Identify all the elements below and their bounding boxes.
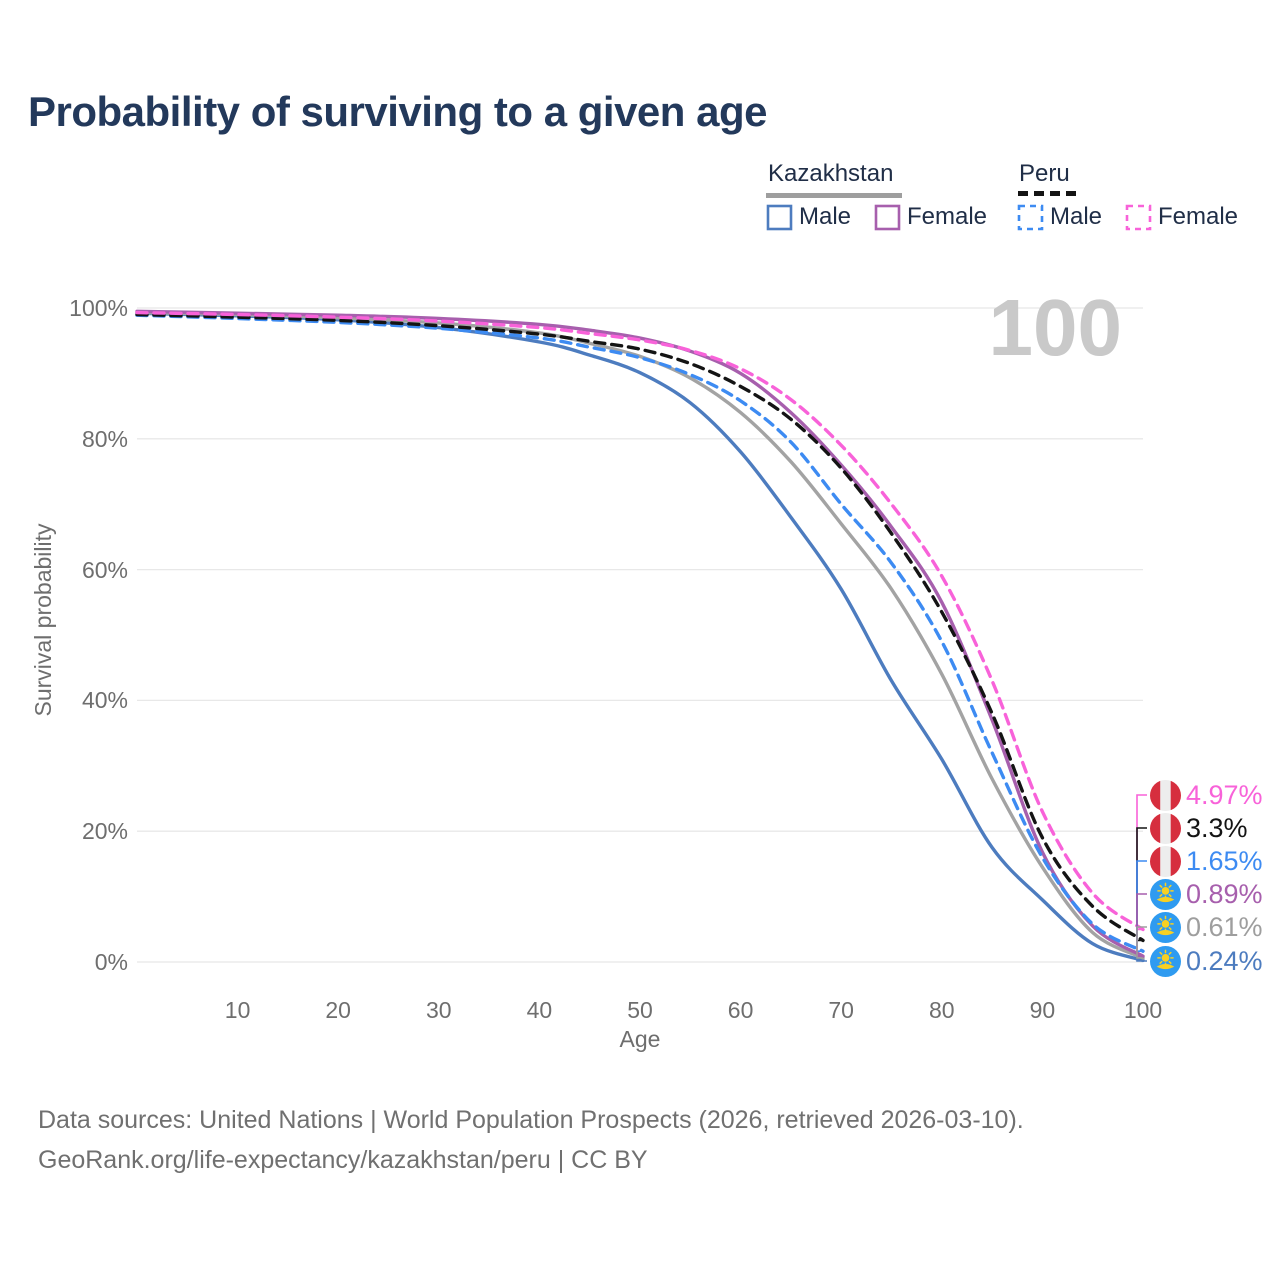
leader-line [1136, 827, 1147, 942]
peru-flag-icon [1150, 812, 1181, 844]
series-line-kazakhstan-both-sexes [135, 310, 1145, 960]
x-axis-title: Age [619, 1026, 661, 1052]
end-label-value: 0.89% [1186, 879, 1263, 909]
leader-line [1136, 860, 1147, 952]
peru-flag-icon [1150, 845, 1181, 877]
end-label-value: 3.3% [1186, 813, 1248, 843]
y-axis-tick-label: 20% [81, 818, 128, 845]
legend-item-kazakhstan-male[interactable]: Male [766, 203, 851, 231]
peru-female-swatch-icon [1125, 204, 1152, 230]
series-line-kazakhstan-male [135, 311, 1145, 963]
leader-line [1136, 794, 1147, 931]
series-line-peru-male [135, 313, 1145, 953]
legend-item-peru-male[interactable]: Male [1017, 203, 1102, 231]
end-label-row: 0.24% [1150, 945, 1263, 977]
x-axis-tick-label: 70 [828, 997, 854, 1023]
x-axis-tick-label: 80 [929, 997, 955, 1023]
footer-source-line: Data sources: United Nations | World Pop… [38, 1106, 1024, 1134]
series-line-peru-both-sexes [135, 312, 1145, 943]
peru-male-swatch-icon [1017, 204, 1044, 230]
kazakhstan-male-swatch-icon [766, 204, 793, 230]
leader-line [1136, 893, 1147, 957]
y-axis-tick-label: 100% [69, 295, 128, 321]
legend-label: Male [799, 203, 852, 230]
x-axis-tick-label: 40 [526, 997, 553, 1023]
end-label-row: 1.65% [1150, 845, 1263, 877]
y-axis-tick-label: 0% [94, 949, 128, 975]
y-axis-tick-label: 40% [81, 687, 128, 714]
leader-line [1136, 926, 1147, 959]
kazakhstan-flag-icon [1150, 878, 1181, 910]
end-label-value: 0.24% [1186, 946, 1263, 976]
x-axis-tick-label: 10 [224, 997, 251, 1023]
watermark-age-label: 100 [988, 283, 1122, 372]
legend-label: Female [1158, 203, 1239, 230]
legend-kazakhstan-header: Kazakhstan [768, 160, 894, 187]
kazakhstan-flag-icon [1150, 945, 1181, 977]
peru-flag-icon [1150, 779, 1181, 811]
end-label-row: 3.3% [1150, 812, 1248, 844]
x-axis-tick-label: 30 [426, 997, 452, 1023]
x-axis-tick-label: 60 [727, 997, 754, 1023]
chart-title: Probability of surviving to a given age [28, 88, 767, 135]
legend-item-kazakhstan-female[interactable]: Female [874, 203, 987, 231]
end-label-value: 4.97% [1186, 780, 1263, 810]
kazakhstan-flag-icon [1150, 911, 1181, 943]
legend-label: Female [907, 203, 988, 230]
x-axis-tick-label: 90 [1029, 997, 1056, 1023]
end-label-value: 1.65% [1186, 846, 1263, 876]
end-label-row: 0.89% [1150, 878, 1263, 910]
x-axis-tick-label: 20 [325, 997, 351, 1023]
series-line-kazakhstan-female [135, 309, 1145, 958]
legend-kazakhstan-underline [766, 193, 902, 198]
legend-peru-header: Peru [1019, 160, 1070, 187]
legend-item-peru-female[interactable]: Female [1125, 203, 1238, 231]
series-line-peru-female [135, 310, 1145, 932]
x-axis-tick-label: 50 [627, 997, 653, 1023]
end-label-value: 0.61% [1186, 912, 1263, 942]
end-label-row: 4.97% [1150, 779, 1263, 811]
legend-label: Male [1050, 203, 1103, 230]
x-axis-tick-label: 100 [1123, 997, 1163, 1023]
leader-line [1136, 959, 1147, 962]
legend-peru-underline [1018, 191, 1076, 196]
y-axis-tick-label: 80% [81, 425, 128, 452]
y-axis-tick-label: 60% [81, 556, 128, 583]
kazakhstan-female-swatch-icon [874, 204, 901, 230]
footer-link-line: GeoRank.org/life-expectancy/kazakhstan/p… [38, 1146, 648, 1174]
end-label-row: 0.61% [1150, 911, 1263, 943]
